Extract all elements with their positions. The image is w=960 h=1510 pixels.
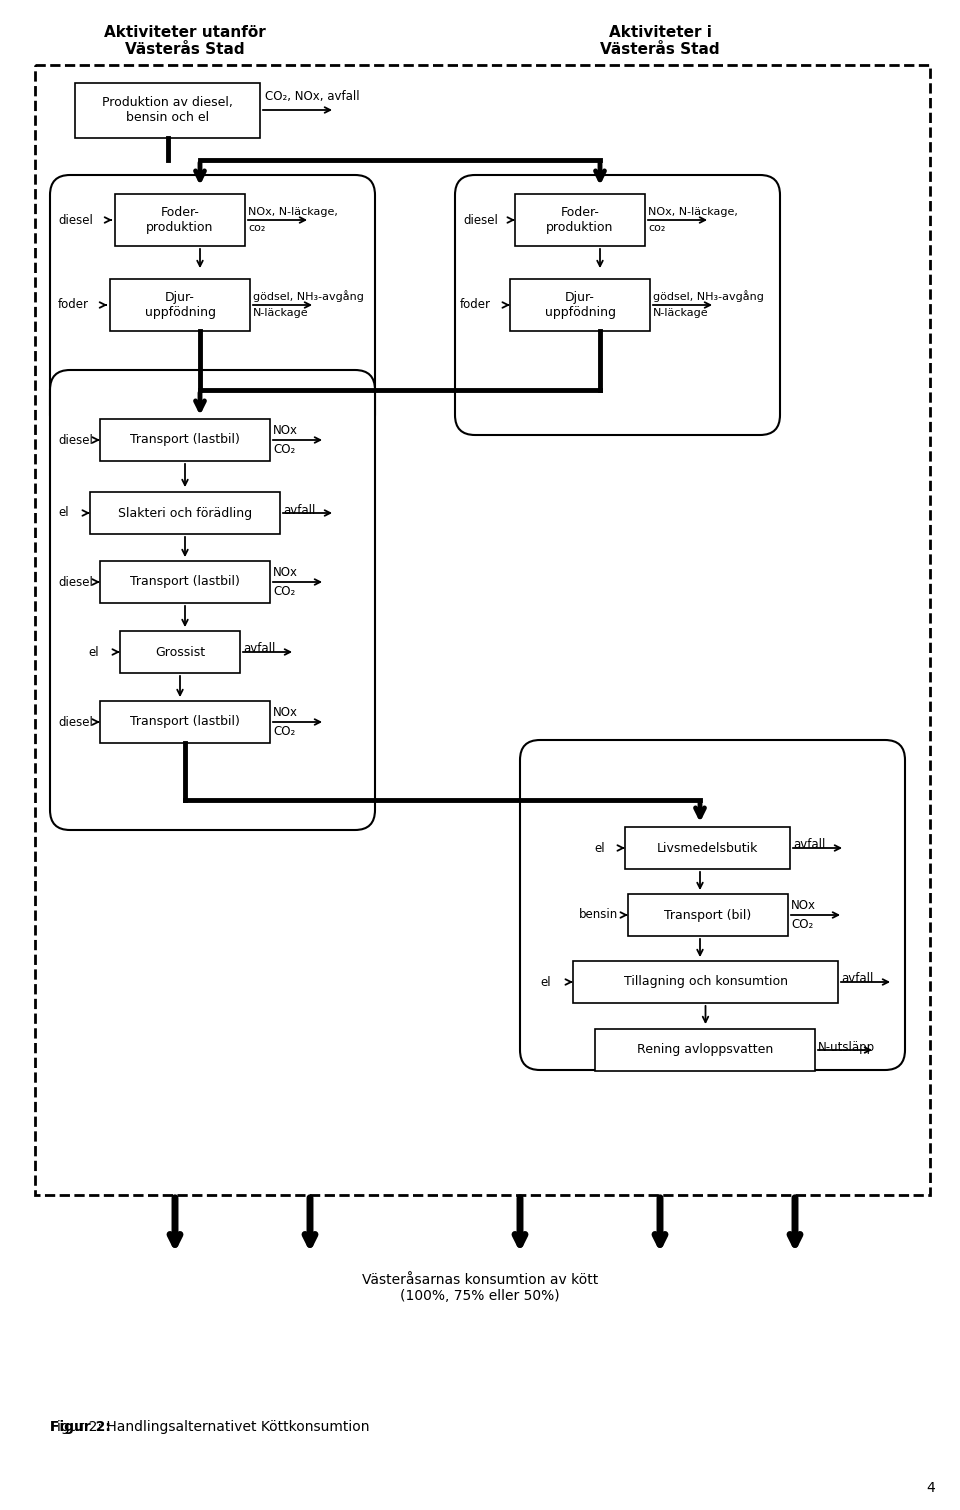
Text: CO₂: CO₂ [273, 584, 296, 598]
Text: avfall: avfall [243, 642, 276, 655]
FancyBboxPatch shape [50, 175, 375, 435]
Text: diesel: diesel [58, 575, 93, 589]
Bar [115, 193, 245, 246]
Text: Transport (lastbil): Transport (lastbil) [130, 716, 240, 728]
Text: NOx, N-läckage,: NOx, N-läckage, [648, 207, 738, 217]
Bar [100, 418, 270, 461]
Bar [595, 1028, 815, 1071]
Text: foder: foder [460, 299, 491, 311]
Bar [628, 894, 788, 936]
Text: el: el [594, 841, 605, 855]
FancyBboxPatch shape [455, 175, 780, 435]
Text: Djur-
uppfödning: Djur- uppfödning [145, 291, 215, 319]
Text: diesel: diesel [58, 716, 93, 728]
Text: bensin: bensin [579, 909, 618, 921]
Bar [90, 492, 280, 535]
FancyBboxPatch shape [520, 740, 905, 1071]
Text: NOx: NOx [273, 424, 298, 436]
Text: Aktiviteter i
Västerås Stad: Aktiviteter i Västerås Stad [600, 26, 720, 57]
Text: co₂: co₂ [248, 223, 265, 233]
Bar [110, 279, 250, 331]
Text: Figur 2:: Figur 2: [50, 1419, 110, 1434]
Bar [100, 562, 270, 602]
Text: Transport (lastbil): Transport (lastbil) [130, 433, 240, 447]
Text: Tillagning och konsumtion: Tillagning och konsumtion [623, 975, 787, 989]
Text: NOx: NOx [273, 566, 298, 578]
Text: co₂: co₂ [648, 223, 665, 233]
Text: el: el [540, 975, 551, 989]
Text: el: el [58, 506, 68, 519]
Text: avfall: avfall [793, 838, 826, 852]
Text: NOx, N-läckage,: NOx, N-läckage, [248, 207, 338, 217]
Text: Transport (lastbil): Transport (lastbil) [130, 575, 240, 589]
Text: 4: 4 [926, 1481, 935, 1495]
Text: diesel: diesel [463, 213, 498, 226]
Bar [573, 960, 838, 1003]
Text: diesel: diesel [58, 213, 93, 226]
Text: CO₂: CO₂ [273, 442, 296, 456]
Text: N-läckage: N-läckage [653, 308, 708, 319]
Text: gödsel, NH₃-avgång: gödsel, NH₃-avgång [253, 290, 364, 302]
FancyBboxPatch shape [50, 370, 375, 830]
Text: el: el [88, 645, 99, 658]
Bar [625, 827, 790, 868]
Bar [100, 701, 270, 743]
Text: Rening avloppsvatten: Rening avloppsvatten [636, 1043, 773, 1057]
Text: NOx: NOx [273, 707, 298, 719]
Text: diesel: diesel [58, 433, 93, 447]
Bar [510, 279, 650, 331]
Text: avfall: avfall [841, 972, 874, 986]
Text: Grossist: Grossist [155, 645, 205, 658]
Text: gödsel, NH₃-avgång: gödsel, NH₃-avgång [653, 290, 764, 302]
Bar [515, 193, 645, 246]
Text: Västeråsarnas konsumtion av kött
(100%, 75% eller 50%): Västeråsarnas konsumtion av kött (100%, … [362, 1273, 598, 1303]
Text: CO₂: CO₂ [273, 725, 296, 738]
Text: Livsmedelsbutik: Livsmedelsbutik [657, 841, 758, 855]
Bar [75, 83, 260, 137]
Text: Figur 2: Handlingsalternativet Köttkonsumtion: Figur 2: Handlingsalternativet Köttkonsu… [50, 1419, 370, 1434]
Text: Aktiviteter utanför
Västerås Stad: Aktiviteter utanför Västerås Stad [104, 26, 266, 57]
Text: Djur-
uppfödning: Djur- uppfödning [544, 291, 615, 319]
Text: NOx: NOx [791, 898, 816, 912]
Bar [120, 631, 240, 673]
Bar [35, 65, 930, 1194]
Text: Produktion av diesel,
bensin och el: Produktion av diesel, bensin och el [102, 97, 233, 124]
Text: Slakteri och förädling: Slakteri och förädling [118, 506, 252, 519]
Text: avfall: avfall [283, 503, 316, 516]
Text: N-utsläpp: N-utsläpp [818, 1040, 876, 1054]
Text: foder: foder [58, 299, 89, 311]
Text: Foder-
produktion: Foder- produktion [146, 205, 214, 234]
Text: Transport (bil): Transport (bil) [664, 909, 752, 921]
Text: N-läckage: N-läckage [253, 308, 308, 319]
Text: CO₂, NOx, avfall: CO₂, NOx, avfall [265, 91, 360, 103]
Text: CO₂: CO₂ [791, 918, 813, 932]
Text: Foder-
produktion: Foder- produktion [546, 205, 613, 234]
